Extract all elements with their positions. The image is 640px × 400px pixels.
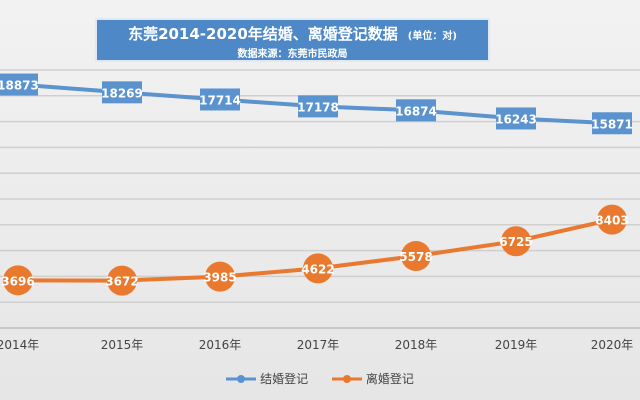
data-point bbox=[107, 265, 137, 296]
data-label: 3696 bbox=[1, 274, 34, 288]
data-point bbox=[501, 226, 531, 257]
legend: 结婚登记 离婚登记 bbox=[0, 370, 640, 387]
data-point bbox=[396, 99, 436, 122]
data-point bbox=[205, 261, 235, 292]
data-label: 17178 bbox=[297, 100, 339, 114]
data-label: 18873 bbox=[0, 79, 39, 93]
chart-title: 东莞2014-2020年结婚、离婚登记数据 bbox=[128, 25, 398, 43]
data-point bbox=[597, 204, 627, 235]
data-point bbox=[0, 73, 38, 96]
legend-label: 结婚登记 bbox=[260, 372, 309, 386]
x-tick-label: 2017年 bbox=[297, 338, 340, 352]
x-tick-label: 2019年 bbox=[495, 338, 538, 352]
data-point bbox=[200, 88, 240, 111]
data-point bbox=[401, 241, 431, 272]
data-label: 3985 bbox=[203, 271, 236, 285]
data-label: 15871 bbox=[591, 117, 633, 131]
data-point bbox=[496, 107, 536, 130]
data-point bbox=[592, 112, 632, 135]
data-label: 6725 bbox=[499, 235, 532, 249]
unit-note: (单位：对) bbox=[407, 31, 457, 42]
data-label: 18269 bbox=[101, 86, 143, 100]
data-label: 5578 bbox=[399, 250, 432, 264]
x-tick-label: 2016年 bbox=[199, 338, 242, 352]
x-tick-label: 2020年 bbox=[591, 338, 634, 352]
legend-item-marriage: 结婚登记 bbox=[226, 370, 308, 387]
legend-label: 离婚登记 bbox=[365, 372, 414, 386]
legend-marker-divorce bbox=[331, 374, 362, 383]
data-label: 16874 bbox=[395, 104, 437, 118]
data-label: 17714 bbox=[199, 93, 241, 107]
data-label: 16243 bbox=[495, 112, 537, 126]
x-tick-label: 2014年 bbox=[0, 338, 39, 352]
chart-subtitle: 数据来源：东莞市民政局 bbox=[237, 49, 348, 60]
x-tick-label: 2015年 bbox=[101, 338, 144, 352]
x-tick-label: 2018年 bbox=[395, 338, 438, 352]
chart-title-box: 东莞2014-2020年结婚、离婚登记数据 (单位：对) 数据来源：东莞市民政局 bbox=[95, 18, 490, 62]
data-label: 4622 bbox=[301, 262, 334, 276]
data-point bbox=[298, 95, 338, 118]
data-label: 3672 bbox=[105, 275, 138, 289]
data-point bbox=[102, 81, 142, 104]
data-point bbox=[3, 265, 33, 296]
legend-marker-marriage bbox=[226, 374, 257, 383]
legend-item-divorce: 离婚登记 bbox=[331, 370, 414, 387]
data-point bbox=[303, 253, 333, 284]
data-label: 8403 bbox=[595, 214, 628, 228]
